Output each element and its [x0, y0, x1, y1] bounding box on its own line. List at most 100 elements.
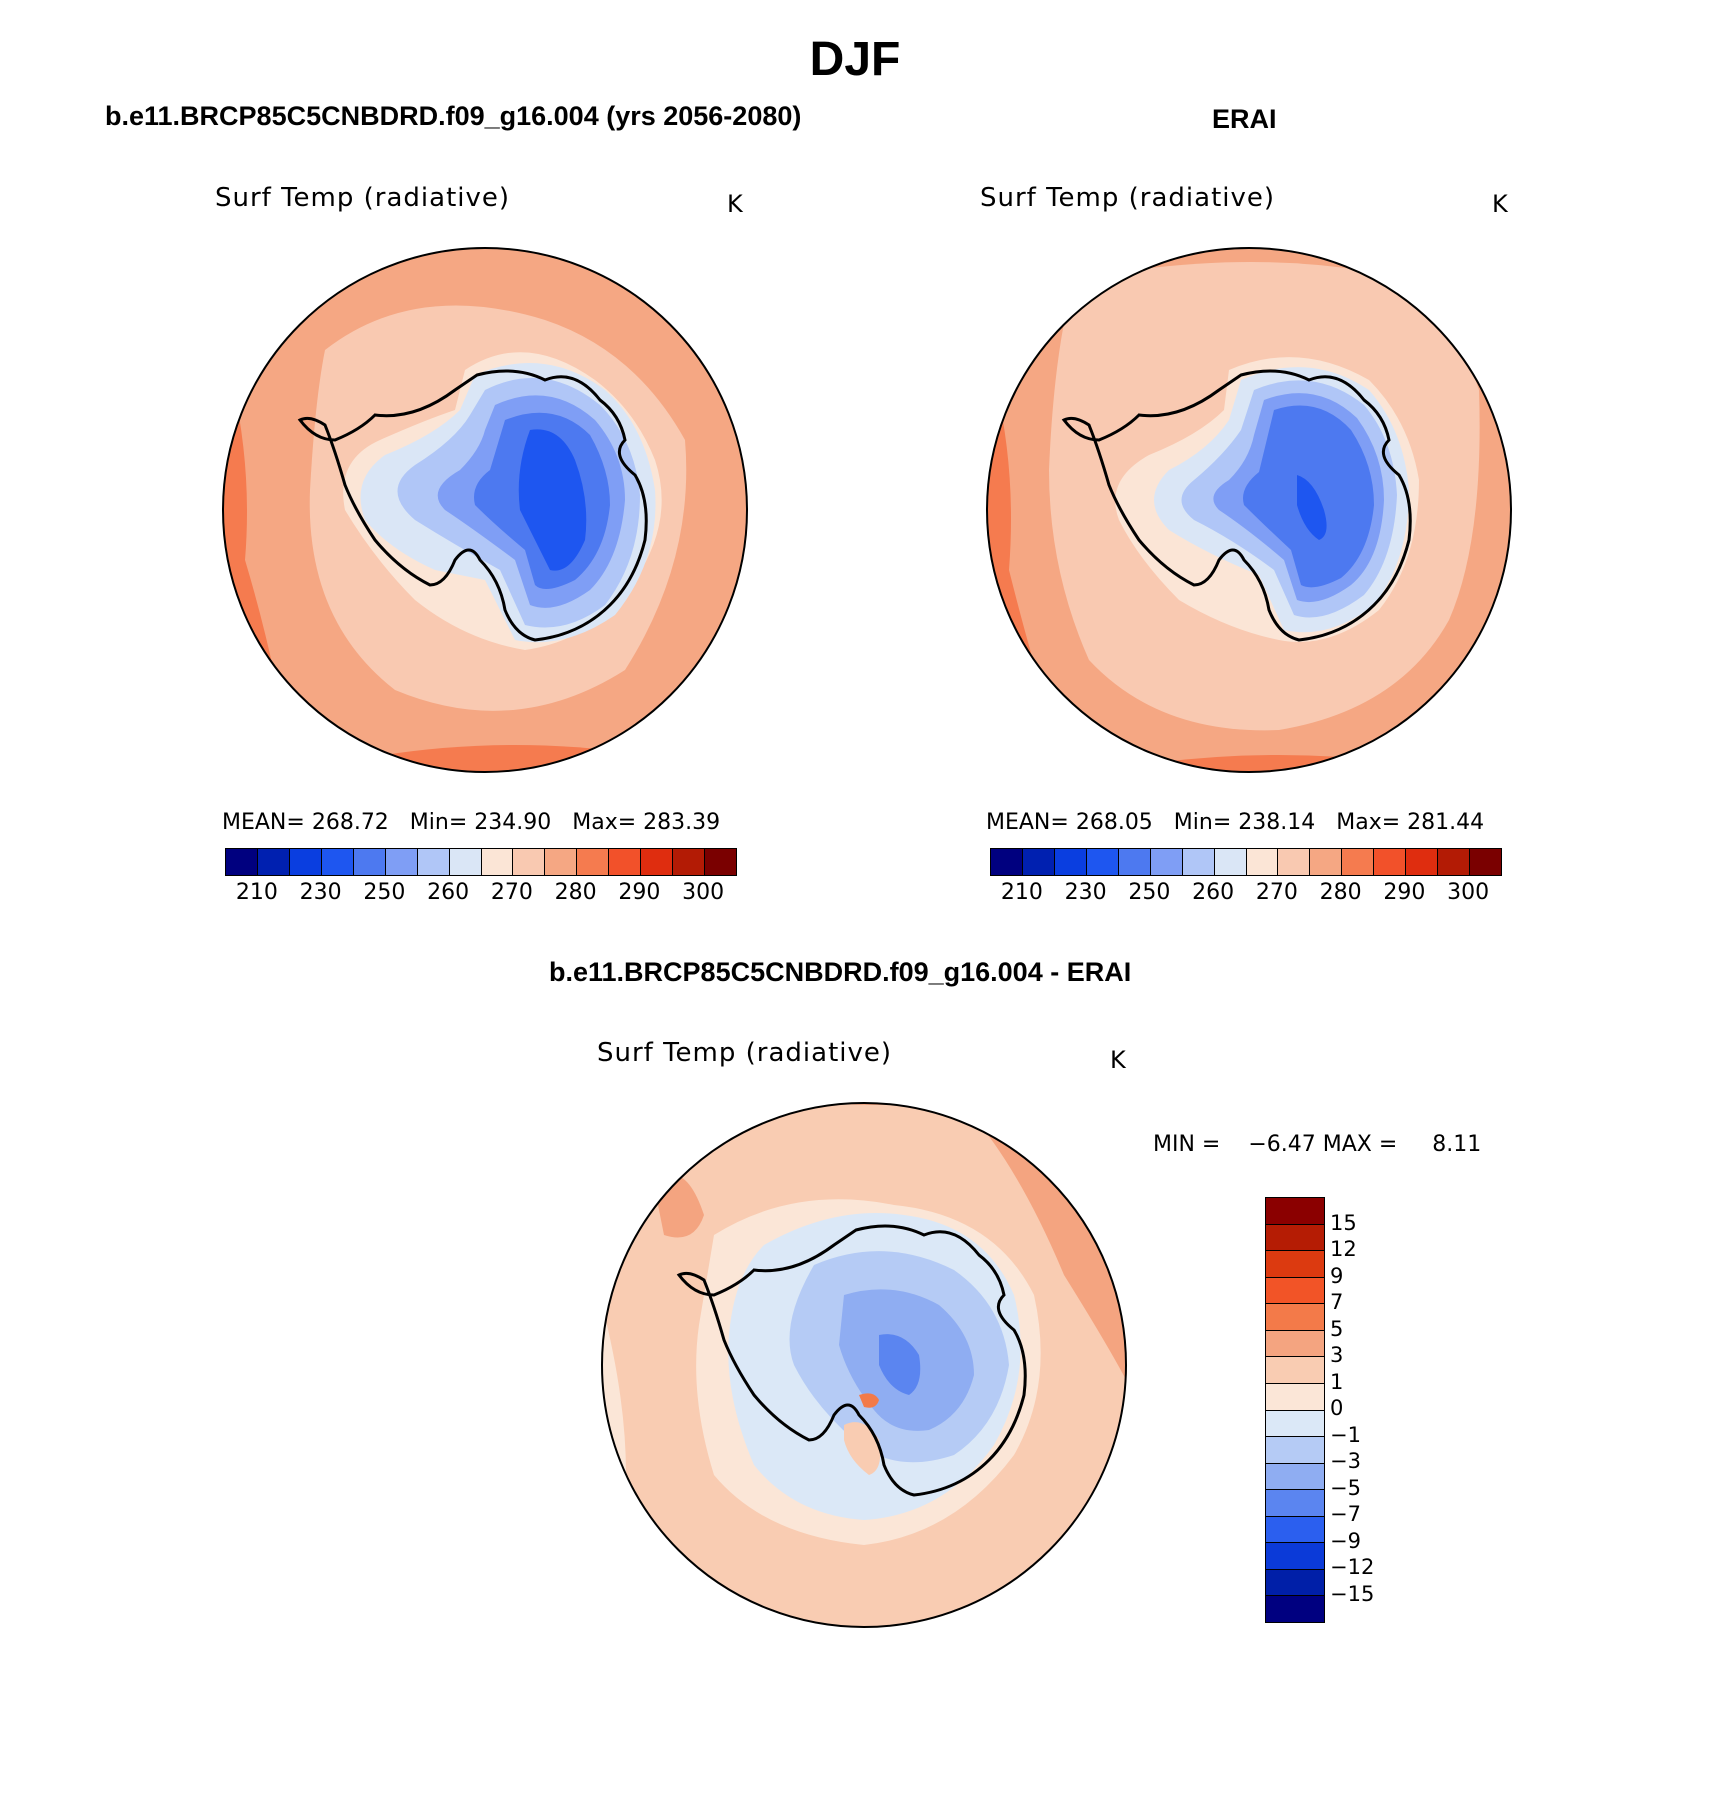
- obs-max-value: 281.44: [1407, 810, 1485, 835]
- diff-max-label: MAX =: [1322, 1132, 1398, 1157]
- colorbar-swatch: [289, 849, 322, 875]
- obs-units-label: K: [1492, 190, 1508, 218]
- colorbar-swatch: [1086, 849, 1119, 875]
- model-mean-label: MEAN=: [222, 810, 305, 835]
- diff-stats: MIN = −6.47 MAX = 8.11: [1153, 1132, 1481, 1157]
- colorbar-tick-label: 210: [1000, 880, 1043, 905]
- colorbar-swatch: [353, 849, 386, 875]
- colorbar-tick-label: 210: [235, 880, 278, 905]
- colorbar-swatch: [417, 849, 450, 875]
- colorbar-swatch: [1266, 1277, 1324, 1305]
- colorbar-swatch: [609, 849, 642, 875]
- colorbar-swatch: [1266, 1198, 1324, 1225]
- colorbar-tick-label: −5: [1330, 1475, 1361, 1500]
- colorbar-tick-label: 250: [1128, 880, 1171, 905]
- colorbar-swatch: [385, 849, 418, 875]
- colorbar-tick-label: 300: [1447, 880, 1490, 905]
- obs-max-label: Max=: [1336, 810, 1401, 835]
- colorbar-swatch: [1406, 849, 1439, 875]
- model-stats: MEAN= 268.72 Min= 234.90 Max= 283.39: [222, 810, 720, 835]
- colorbar-swatch: [1266, 1410, 1324, 1438]
- obs-colorbar: [990, 848, 1502, 876]
- obs-panel-heading: ERAI: [1212, 104, 1277, 134]
- colorbar-swatch: [1470, 849, 1501, 875]
- colorbar-tick-label: −3: [1330, 1449, 1361, 1473]
- colorbar-swatch: [481, 849, 514, 875]
- diff-polar-map: [601, 1102, 1127, 1628]
- colorbar-swatch: [1266, 1251, 1324, 1278]
- obs-min-label: Min=: [1173, 810, 1232, 835]
- colorbar-tick-label: −12: [1330, 1555, 1375, 1579]
- colorbar-swatch: [1022, 849, 1055, 875]
- colorbar-swatch: [449, 849, 482, 875]
- colorbar-tick-label: 230: [1064, 880, 1107, 905]
- colorbar-tick-label: 0: [1330, 1396, 1344, 1420]
- antarctica-coastline: [676, 1224, 1027, 1497]
- colorbar-tick-label: 280: [1319, 880, 1362, 905]
- page-title: DJF: [809, 33, 901, 86]
- model-colorbar: [225, 848, 737, 876]
- obs-stats: MEAN= 268.05 Min= 238.14 Max= 281.44: [986, 810, 1484, 835]
- colorbar-swatch: [1266, 1304, 1324, 1331]
- diff-min-value: −6.47: [1248, 1132, 1316, 1157]
- diff-units-label: K: [1110, 1046, 1126, 1074]
- obs-variable-label: Surf Temp (radiative): [980, 183, 1276, 213]
- colorbar-tick-label: 260: [427, 880, 470, 905]
- colorbar-swatch: [513, 849, 546, 875]
- colorbar-tick-label: 280: [554, 880, 597, 905]
- colorbar-swatch: [1266, 1543, 1324, 1570]
- colorbar-swatch: [545, 849, 578, 875]
- colorbar-tick-label: 1: [1330, 1369, 1344, 1394]
- colorbar-swatch: [1266, 1490, 1324, 1517]
- diff-variable-label: Surf Temp (radiative): [597, 1038, 893, 1068]
- colorbar-tick-label: 250: [363, 880, 406, 905]
- colorbar-tick-label: 5: [1330, 1316, 1344, 1341]
- colorbar-swatch: [1214, 849, 1247, 875]
- antarctica-coastline: [1061, 369, 1412, 642]
- colorbar-swatch: [1342, 849, 1375, 875]
- colorbar-swatch: [1438, 849, 1471, 875]
- colorbar-swatch: [1266, 1516, 1324, 1544]
- colorbar-swatch: [1246, 849, 1279, 875]
- colorbar-swatch: [1054, 849, 1087, 875]
- colorbar-tick-label: 7: [1330, 1290, 1344, 1314]
- colorbar-swatch: [673, 849, 706, 875]
- colorbar-swatch: [226, 849, 258, 875]
- model-polar-map: [222, 247, 748, 773]
- map-boundary: [222, 247, 748, 773]
- colorbar-tick-label: 270: [1255, 880, 1298, 905]
- model-min-label: Min=: [409, 810, 468, 835]
- diff-max-value: 8.11: [1432, 1132, 1482, 1157]
- colorbar-tick-label: 15: [1330, 1210, 1357, 1235]
- colorbar-tick-label: 270: [490, 880, 533, 905]
- colorbar-swatch: [257, 849, 290, 875]
- map-boundary: [601, 1102, 1127, 1628]
- colorbar-swatch: [577, 849, 610, 875]
- model-max-label: Max=: [572, 810, 637, 835]
- model-variable-label: Surf Temp (radiative): [215, 183, 511, 213]
- colorbar-tick-label: 290: [618, 880, 661, 905]
- colorbar-swatch: [1310, 849, 1343, 875]
- colorbar-tick-label: −7: [1330, 1502, 1361, 1526]
- colorbar-swatch: [1266, 1383, 1324, 1411]
- colorbar-tick-label: 230: [299, 880, 342, 905]
- colorbar-tick-label: 3: [1330, 1343, 1344, 1367]
- colorbar-swatch: [1374, 849, 1407, 875]
- map-boundary: [986, 247, 1512, 773]
- model-panel-heading: b.e11.BRCP85C5CNBDRD.f09_g16.004 (yrs 20…: [105, 101, 802, 131]
- model-mean-value: 268.72: [311, 810, 389, 835]
- model-min-value: 234.90: [474, 810, 552, 835]
- ice-sheet-cold-core: [518, 429, 587, 571]
- colorbar-swatch: [1266, 1596, 1324, 1622]
- colorbar-tick-label: 290: [1383, 880, 1426, 905]
- colorbar-swatch: [1266, 1330, 1324, 1358]
- colorbar-tick-label: −15: [1330, 1581, 1375, 1606]
- colorbar-swatch: [1266, 1569, 1324, 1597]
- diff-colorbar: [1265, 1197, 1325, 1623]
- colorbar-swatch: [1266, 1437, 1324, 1464]
- colorbar-tick-label: −9: [1330, 1528, 1361, 1553]
- colorbar-swatch: [1278, 849, 1311, 875]
- colorbar-swatch: [321, 849, 354, 875]
- obs-min-value: 238.14: [1238, 810, 1316, 835]
- colorbar-swatch: [641, 849, 674, 875]
